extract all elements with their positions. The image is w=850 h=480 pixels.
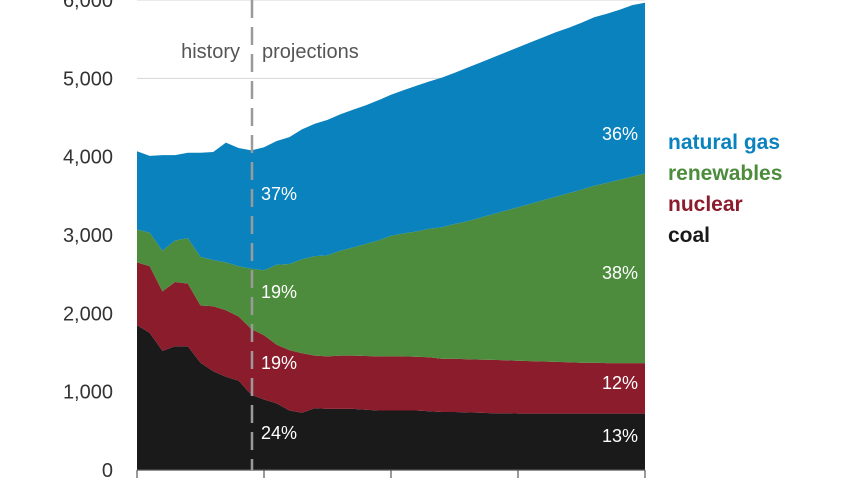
y-tick-label: 4,000 [63,147,113,169]
natural-gas-end-share: 36% [602,124,638,144]
legend: natural gas renewables nuclear coal [668,131,782,247]
y-tick-label: 3,000 [63,225,113,247]
area-nuclear [137,262,645,414]
y-tick-label: 5,000 [63,68,113,90]
axes: 0 1,000 2,000 3,000 4,000 5,000 6,000 [63,0,646,480]
legend-nuclear: nuclear [668,193,743,216]
area-natural-gas [137,2,645,271]
legend-renewables: renewables [668,162,782,185]
y-tick-label: 6,000 [63,0,113,12]
legend-coal: coal [668,224,710,247]
legend-natural-gas: natural gas [668,131,780,154]
history-label: history [181,41,240,63]
nuclear-end-share: 12% [602,373,638,393]
y-tick-label: 2,000 [63,303,113,325]
area-renewables [137,173,645,364]
renewables-start-share: 19% [261,282,297,302]
area-coal [137,325,645,470]
natural-gas-start-share: 37% [261,184,297,204]
coal-start-share: 24% [261,423,297,443]
renewables-end-share: 38% [602,263,638,283]
y-tick-label: 1,000 [63,382,113,404]
area-layers [137,2,645,470]
coal-end-share: 13% [602,426,638,446]
y-tick-label: 0 [102,460,113,480]
projections-label: projections [262,41,359,63]
nuclear-start-share: 19% [261,353,297,373]
